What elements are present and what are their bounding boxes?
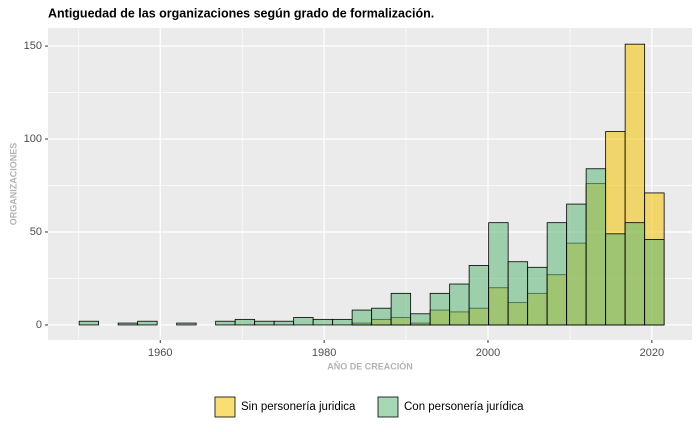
y-tick-label: 0	[36, 319, 42, 331]
x-tick-label: 2000	[476, 347, 500, 359]
histogram-bar	[117, 322, 139, 326]
histogram-bar	[176, 322, 197, 326]
histogram-bar	[312, 318, 334, 326]
legend-key	[214, 396, 236, 418]
histogram-bar	[468, 265, 490, 326]
x-tick-label: 2020	[640, 347, 664, 359]
x-tick-label: 1960	[148, 347, 172, 359]
histogram-bar	[449, 283, 470, 326]
histogram-bar	[507, 261, 529, 326]
histogram-bar	[624, 222, 646, 326]
histogram-bar	[371, 307, 392, 326]
histogram-bar	[273, 320, 295, 326]
histogram-bar	[585, 168, 607, 326]
histogram-bar	[137, 320, 158, 326]
histogram-bar	[293, 317, 314, 326]
y-tick-label: 150	[24, 40, 42, 52]
legend-key	[377, 396, 399, 418]
y-tick-label: 100	[24, 133, 42, 145]
histogram-bar	[234, 318, 256, 326]
x-axis-label: AÑO DE CREACIÓN	[327, 360, 413, 371]
histogram-bar	[390, 292, 412, 326]
histogram-bar	[644, 239, 665, 326]
x-tick-label: 1980	[312, 347, 336, 359]
histogram-bar	[78, 320, 100, 326]
chart-title: Antiguedad de las organizaciones según g…	[48, 6, 434, 20]
histogram-bar	[351, 309, 373, 326]
histogram-bar	[254, 320, 275, 326]
histogram-bar	[527, 266, 548, 326]
histogram-bar	[410, 313, 431, 326]
y-axis-label: ORGANIZACIONES	[8, 143, 18, 226]
legend-label: Sin personería juridica	[241, 401, 356, 413]
legend-label: Con personería jurídica	[404, 401, 524, 413]
histogram-bar	[429, 292, 451, 326]
histogram-bar	[215, 320, 236, 326]
histogram-bar	[332, 318, 353, 326]
y-tick-label: 50	[30, 226, 42, 238]
histogram-bar	[566, 203, 587, 326]
histogram-bar	[605, 233, 626, 326]
histogram-bar	[546, 222, 568, 326]
histogram-bar	[488, 222, 509, 326]
